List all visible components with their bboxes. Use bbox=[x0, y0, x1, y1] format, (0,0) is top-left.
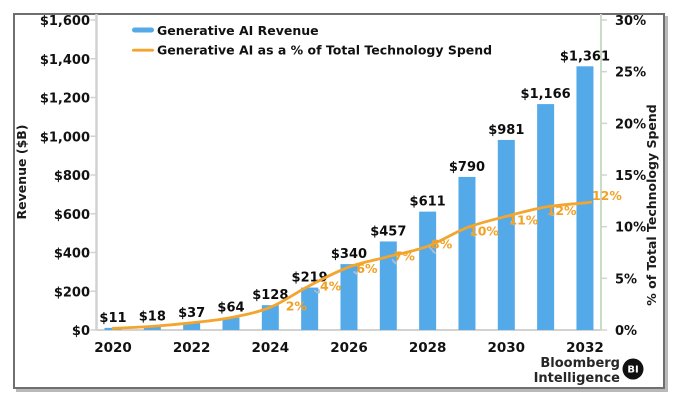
bar-value-label-2023: $64 bbox=[217, 301, 244, 316]
legend-swatch-pct bbox=[132, 48, 154, 52]
revenue-bar-2025 bbox=[301, 287, 319, 330]
label-leader-lines bbox=[313, 211, 555, 294]
bar-value-label-2022: $37 bbox=[178, 306, 205, 321]
right-tick-label: 25% bbox=[615, 66, 646, 81]
left-axis-title: Revenue ($B) bbox=[14, 124, 29, 219]
pct-point-label-2031: 12% bbox=[547, 203, 577, 218]
pct-of-spend-line bbox=[111, 200, 593, 330]
legend-label-pct: Generative AI as a % of Total Technology… bbox=[157, 43, 492, 58]
pct-label-leader-2027 bbox=[391, 258, 397, 265]
right-tick-label: 10% bbox=[615, 221, 646, 236]
right-tick-label: 20% bbox=[615, 117, 646, 132]
bar-value-label-2028: $611 bbox=[410, 195, 446, 210]
pct-point-label-2030: 11% bbox=[508, 212, 538, 227]
pct-label-leader-2028 bbox=[428, 246, 436, 254]
bar-value-label-2029: $790 bbox=[449, 160, 485, 175]
x-tick-label: 2026 bbox=[330, 340, 368, 356]
legend-label-revenue: Generative AI Revenue bbox=[157, 23, 319, 38]
right-tick-label: 0% bbox=[615, 324, 637, 339]
revenue-bar-2031 bbox=[537, 104, 555, 331]
pct-label-leader-2031 bbox=[548, 211, 555, 216]
x-tick-label: 2024 bbox=[252, 340, 290, 356]
revenue-bar-2027 bbox=[379, 241, 397, 330]
right-tick-label: 30% bbox=[615, 14, 646, 29]
pct-label-leader-2026 bbox=[353, 271, 359, 276]
pct-point-label-2027: 7% bbox=[394, 249, 416, 264]
revenue-bar-2030 bbox=[497, 139, 515, 330]
pct-label-leader-2025 bbox=[313, 288, 320, 294]
revenue-bar-2024 bbox=[261, 305, 279, 330]
bar-value-label-2021: $18 bbox=[139, 310, 166, 325]
bar-value-labels: $11 $18 $37 $64$128$219$340$457$611$790$981… bbox=[99, 49, 610, 326]
bi-monogram-icon bbox=[622, 358, 644, 380]
revenue-bar-2028 bbox=[419, 211, 437, 330]
legend-swatch-revenue bbox=[132, 27, 154, 33]
legend: Generative AI Revenue Generative AI as a… bbox=[132, 23, 492, 58]
bar-value-label-2030: $981 bbox=[488, 123, 524, 138]
bar-value-label-2032: $1,361 bbox=[560, 49, 610, 64]
pct-point-label-2029: 10% bbox=[469, 224, 499, 239]
bi-monogram-text: BI bbox=[627, 365, 638, 376]
bar-value-label-2024: $128 bbox=[252, 288, 288, 303]
bar-value-label-2027: $457 bbox=[370, 224, 406, 239]
left-tick-label: $1,200 bbox=[40, 92, 90, 107]
left-tick-label: $1,400 bbox=[40, 53, 90, 68]
pct-point-label-2025: 4% bbox=[320, 279, 342, 294]
pct-point-label-2032: 12% bbox=[592, 188, 622, 203]
revenue-bars-layer bbox=[104, 66, 594, 331]
pct-label-leader-2030 bbox=[510, 220, 516, 226]
x-tick-label: 2028 bbox=[409, 340, 447, 356]
pct-point-label-2028: 8% bbox=[431, 236, 453, 251]
left-tick-label: $200 bbox=[54, 285, 90, 300]
revenue-bar-2023 bbox=[222, 317, 240, 330]
left-tick-label: $1,000 bbox=[40, 130, 90, 145]
left-tick-label: $400 bbox=[54, 247, 90, 262]
revenue-bar-2022 bbox=[183, 322, 201, 330]
left-tick-label: $800 bbox=[54, 169, 90, 184]
bar-value-label-2020: $11 bbox=[99, 311, 126, 326]
pct-point-label-2026: 6% bbox=[356, 261, 378, 276]
bar-value-label-2026: $340 bbox=[331, 247, 367, 262]
x-tick-label: 2022 bbox=[173, 340, 211, 356]
right-axis-title: % of Total Technology Spend bbox=[644, 104, 659, 306]
right-tick-label: 5% bbox=[615, 272, 637, 287]
x-tick-label: 2030 bbox=[488, 340, 526, 356]
revenue-bar-2026 bbox=[340, 264, 358, 330]
revenue-bar-2021 bbox=[143, 326, 161, 330]
left-tick-label: $1,600 bbox=[40, 14, 90, 29]
brand-line-2: Intelligence bbox=[534, 371, 621, 386]
right-tick-label: 15% bbox=[615, 169, 646, 184]
left-tick-label: $0 bbox=[72, 324, 90, 339]
pct-line-layer bbox=[111, 200, 593, 330]
axis-tick-labels: $0 $200 $400 $600 $800 $1,000 $1,200 $1,400 $1,6… bbox=[40, 14, 646, 356]
pct-point-labels: 2% 4% 6% 7% 8% 10% 11% 12% 12% bbox=[286, 188, 623, 313]
x-tick-label: 2020 bbox=[94, 340, 132, 356]
bloomberg-intelligence-logo: Bloomberg Intelligence BI bbox=[534, 356, 644, 386]
brand-line-1: Bloomberg bbox=[540, 356, 620, 371]
revenue-bar-2029 bbox=[458, 176, 476, 330]
x-tick-label: 2032 bbox=[566, 340, 604, 356]
bar-value-label-2031: $1,166 bbox=[521, 87, 571, 102]
pct-point-label-2024: 2% bbox=[286, 298, 308, 313]
chart-frame bbox=[13, 13, 665, 389]
left-tick-label: $600 bbox=[54, 208, 90, 223]
pct-label-leader-2029 bbox=[471, 231, 476, 237]
revenue-bar-2032 bbox=[576, 66, 594, 331]
